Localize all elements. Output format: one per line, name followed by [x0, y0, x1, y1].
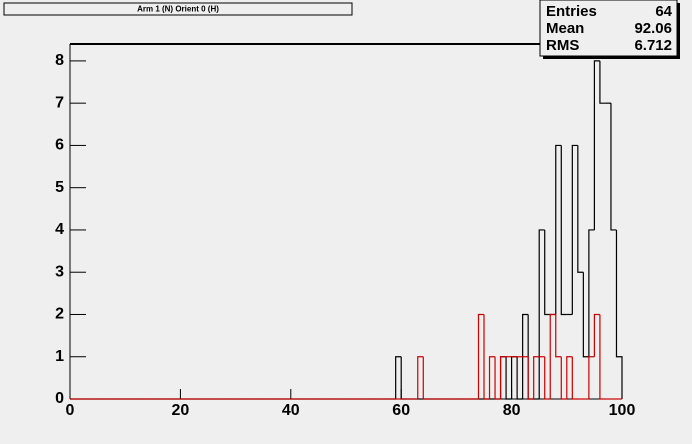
histogram-bin	[560, 145, 567, 316]
histogram-bin	[538, 229, 545, 399]
histogram-bin	[483, 314, 490, 400]
stat-value: 64	[655, 3, 672, 20]
y-tick-label: 4	[55, 221, 64, 238]
x-tick-label: 60	[392, 402, 410, 419]
histogram-bin	[516, 356, 523, 400]
y-tick-label: 5	[55, 179, 64, 196]
histogram-bin	[582, 272, 589, 358]
histogram-bin	[610, 103, 617, 231]
histogram-bin	[494, 356, 501, 400]
histogram-bin	[571, 356, 578, 400]
histogram-bin	[544, 229, 551, 316]
x-tick-label: 20	[172, 402, 190, 419]
histogram-bin	[599, 314, 606, 400]
histogram-bin	[566, 356, 573, 399]
title-box	[3, 2, 353, 16]
x-tick-label: 40	[282, 402, 300, 419]
x-tick-label: 0	[66, 402, 75, 419]
histogram-bin	[588, 229, 595, 357]
histogram-bin	[395, 356, 402, 399]
histogram-bin	[422, 356, 429, 400]
stat-value: 6.712	[634, 37, 672, 54]
stat-label: Mean	[546, 20, 584, 37]
x-tick-label: 80	[503, 402, 521, 419]
stat-value: 92.06	[634, 20, 672, 37]
y-tick-label: 3	[55, 263, 64, 280]
histogram-bin	[593, 313, 600, 357]
histogram-bin	[588, 356, 595, 399]
y-tick-label: 0	[55, 390, 64, 407]
stat-label: RMS	[546, 37, 579, 54]
histogram-bin	[555, 314, 562, 358]
histogram-bin	[505, 356, 512, 400]
x-tick-label: 100	[609, 402, 636, 419]
histogram-bin	[549, 313, 556, 399]
y-tick-label: 1	[55, 348, 64, 365]
y-tick-label: 8	[55, 52, 64, 69]
chart-title: Arm 1 (N) Orient 0 (H)	[137, 5, 219, 14]
histogram-bin	[417, 356, 424, 399]
stat-label: Entries	[546, 3, 597, 20]
histogram-bin	[571, 144, 578, 315]
histogram-bin	[544, 356, 551, 400]
histogram-bin	[593, 60, 600, 230]
y-tick-label: 2	[55, 306, 64, 323]
histogram-bin	[577, 145, 584, 273]
stats: Entries 64 Mean 92.06 RMS 6.712	[546, 3, 673, 54]
y-tick-label: 7	[55, 94, 64, 111]
histogram-bin	[533, 356, 540, 399]
stats-box	[539, 0, 678, 57]
histogram-bin	[555, 144, 562, 315]
histogram-bin	[522, 313, 529, 399]
histogram-bin	[499, 356, 507, 399]
histogram-bin	[560, 356, 567, 400]
histogram-bin	[615, 229, 623, 399]
histogram-series	[70, 313, 622, 400]
histogram-bin	[477, 313, 484, 399]
histogram-bin	[599, 60, 606, 104]
y-tick-label: 6	[55, 137, 64, 154]
histogram-bin	[527, 356, 534, 400]
histogram-bin	[488, 356, 496, 399]
